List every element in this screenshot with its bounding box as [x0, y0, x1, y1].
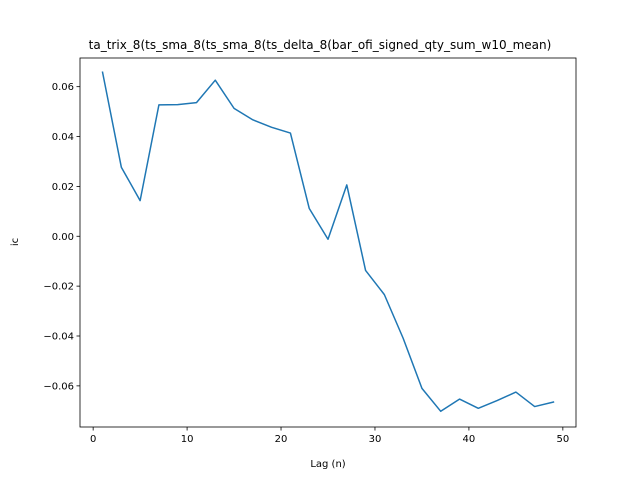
x-tick-label: 50: [556, 434, 569, 445]
y-tick-label: 0.02: [52, 182, 74, 193]
plot-area: 0 10 20 30 40 50 −0.06 −0.04 −0.02 0.00 0.02 0.04 0.…: [43, 57, 577, 445]
x-tick-label: 30: [369, 434, 382, 445]
y-tick-label: 0.06: [52, 82, 74, 93]
y-tick-label: 0.00: [52, 232, 74, 243]
y-tick-label: −0.04: [43, 331, 74, 342]
y-axis-label: ic: [10, 238, 21, 246]
x-tick-label: 0: [90, 434, 96, 445]
y-tick-label: 0.04: [52, 132, 74, 143]
axes-frame: [79, 57, 577, 428]
y-tick-label: −0.06: [43, 381, 74, 392]
x-tick-label: 40: [463, 434, 476, 445]
x-tick-label: 20: [275, 434, 288, 445]
x-tick-label: 10: [181, 434, 194, 445]
chart-title: ta_trix_8(ts_sma_8(ts_sma_8(ts_delta_8(b…: [89, 38, 552, 52]
y-tick-label: −0.02: [43, 282, 74, 293]
x-axis-label: Lag (n): [310, 459, 345, 470]
